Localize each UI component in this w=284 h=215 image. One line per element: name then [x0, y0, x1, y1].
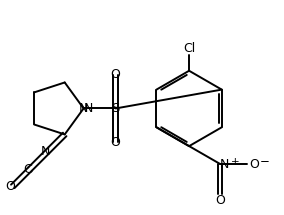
Text: −: − — [260, 155, 270, 168]
Text: S: S — [111, 102, 120, 115]
Text: O: O — [111, 136, 121, 149]
Text: N: N — [40, 145, 50, 158]
Text: O: O — [249, 158, 259, 170]
Text: C: C — [24, 163, 32, 176]
Text: +: + — [231, 157, 239, 167]
Text: N: N — [79, 102, 88, 115]
Text: N: N — [83, 102, 93, 115]
Text: Cl: Cl — [183, 42, 195, 55]
Text: O: O — [215, 194, 225, 207]
Text: N: N — [220, 158, 229, 170]
Text: O: O — [111, 68, 121, 81]
Text: O: O — [5, 180, 15, 193]
